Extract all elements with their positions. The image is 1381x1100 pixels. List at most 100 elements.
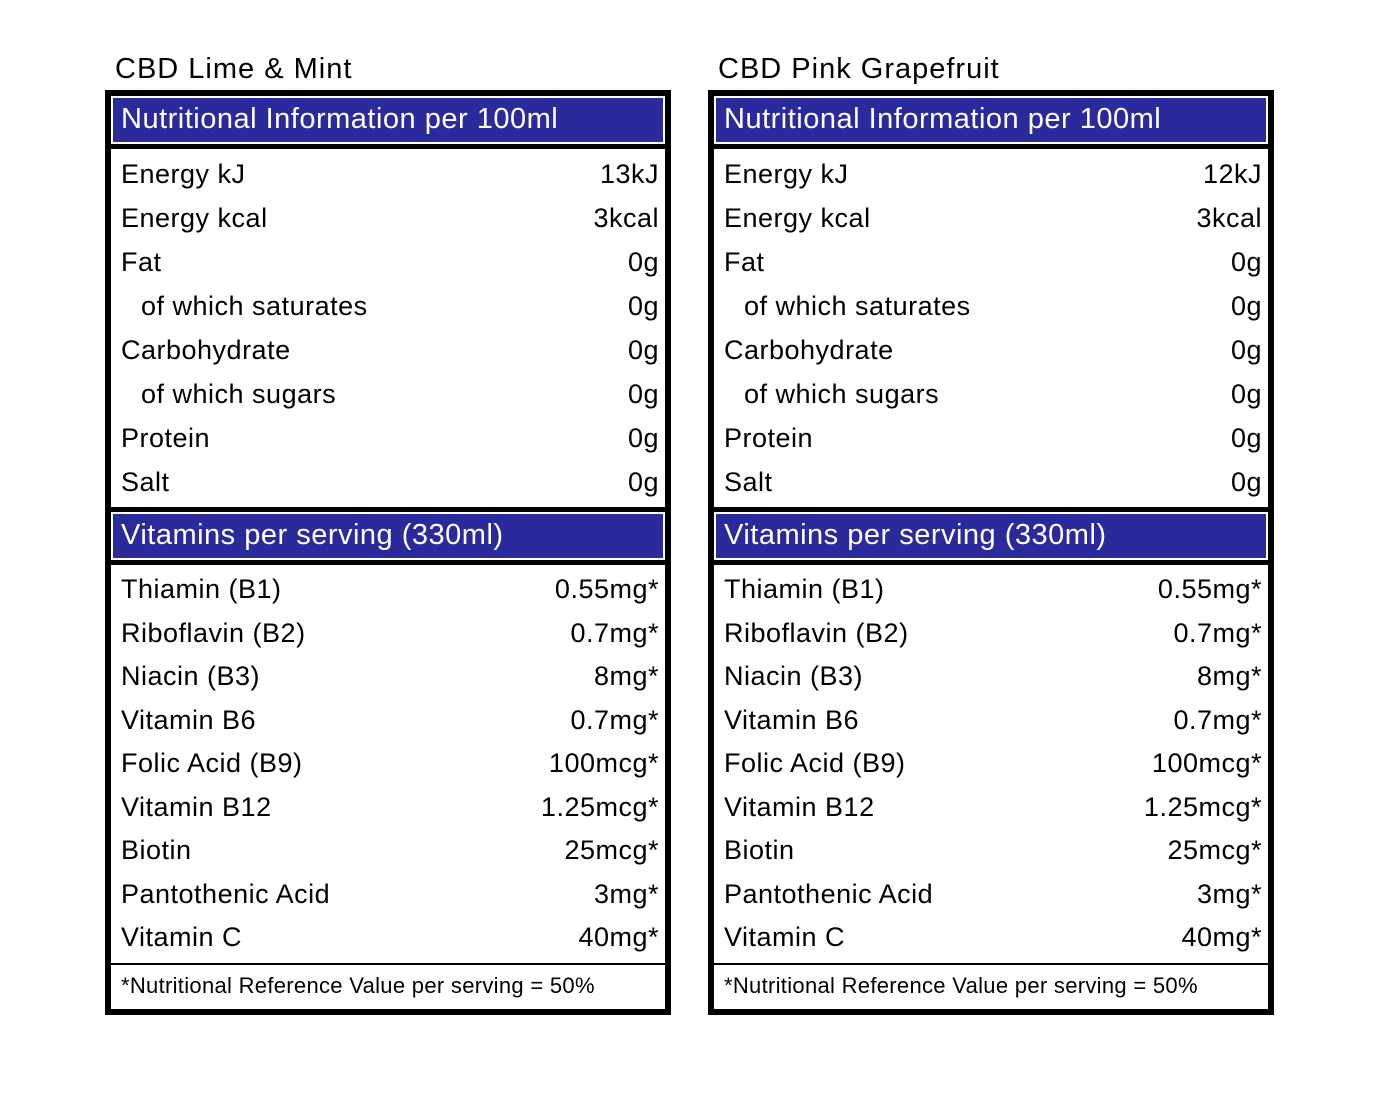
table-row: Thiamin (B1) 0.55mg* bbox=[111, 568, 665, 612]
row-label: Thiamin (B1) bbox=[724, 574, 885, 605]
nutrition-header-band: Nutritional Information per 100ml bbox=[714, 96, 1268, 149]
table-row: Pantothenic Acid 3mg* bbox=[111, 873, 665, 917]
row-label: Salt bbox=[724, 466, 773, 497]
row-label: Niacin (B3) bbox=[724, 661, 864, 692]
nutrition-header-text: Nutritional Information per 100ml bbox=[716, 98, 1266, 142]
table-row: Salt 0g bbox=[111, 460, 665, 504]
table-row: Biotin 25mcg* bbox=[714, 829, 1268, 873]
table-row: Energy kcal 3kcal bbox=[111, 196, 665, 240]
row-label: of which saturates bbox=[141, 290, 368, 321]
nutrition-rows: Energy kJ 12kJ Energy kcal 3kcal Fat 0g … bbox=[714, 149, 1268, 507]
table-row: Niacin (B3) 8mg* bbox=[111, 655, 665, 699]
table-row: Energy kJ 12kJ bbox=[714, 152, 1268, 196]
nutrition-rows: Energy kJ 13kJ Energy kcal 3kcal Fat 0g … bbox=[111, 149, 665, 507]
row-value: 0.7mg* bbox=[570, 704, 659, 735]
row-value: 40mg* bbox=[578, 922, 659, 953]
table-row: Vitamin B6 0.7mg* bbox=[111, 699, 665, 743]
table-row: Folic Acid (B9) 100mcg* bbox=[111, 742, 665, 786]
row-label: Vitamin B12 bbox=[724, 791, 875, 822]
row-value: 0g bbox=[627, 334, 659, 365]
row-label: of which saturates bbox=[744, 290, 971, 321]
row-value: 0g bbox=[1230, 378, 1262, 409]
table-row: Protein 0g bbox=[714, 416, 1268, 460]
row-label: Thiamin (B1) bbox=[121, 574, 282, 605]
row-label: Energy kJ bbox=[121, 158, 246, 189]
row-value: 0.55mg* bbox=[1157, 574, 1262, 605]
row-label: Energy kJ bbox=[724, 158, 849, 189]
row-label: Vitamin C bbox=[724, 922, 846, 953]
table-row: Fat 0g bbox=[111, 240, 665, 284]
table-row: Vitamin B12 1.25mcg* bbox=[111, 786, 665, 830]
nutrition-table: Nutritional Information per 100ml Energy… bbox=[105, 90, 671, 1015]
row-label: Folic Acid (B9) bbox=[724, 748, 906, 779]
row-label: Pantothenic Acid bbox=[724, 878, 934, 909]
row-label: Vitamin B6 bbox=[121, 704, 257, 735]
vitamin-rows: Thiamin (B1) 0.55mg* Riboflavin (B2) 0.7… bbox=[111, 565, 665, 963]
row-label: of which sugars bbox=[141, 378, 337, 409]
row-label: Riboflavin (B2) bbox=[121, 617, 306, 648]
vitamins-header-band: Vitamins per serving (330ml) bbox=[111, 507, 665, 565]
vitamins-header-text: Vitamins per serving (330ml) bbox=[113, 514, 663, 558]
row-value: 8mg* bbox=[593, 661, 659, 692]
row-label: Fat bbox=[724, 246, 765, 277]
row-value: 0g bbox=[1230, 290, 1262, 321]
row-value: 25mcg* bbox=[564, 835, 659, 866]
table-row: Vitamin B6 0.7mg* bbox=[714, 699, 1268, 743]
vitamins-header-text: Vitamins per serving (330ml) bbox=[716, 514, 1266, 558]
row-value: 0g bbox=[627, 290, 659, 321]
row-value: 100mcg* bbox=[1151, 748, 1262, 779]
nutrition-header-band: Nutritional Information per 100ml bbox=[111, 96, 665, 149]
table-row: Folic Acid (B9) 100mcg* bbox=[714, 742, 1268, 786]
table-row: Niacin (B3) 8mg* bbox=[714, 655, 1268, 699]
row-label: Vitamin C bbox=[121, 922, 243, 953]
table-row: Carbohydrate 0g bbox=[714, 328, 1268, 372]
row-label: Vitamin B6 bbox=[724, 704, 860, 735]
row-label: Pantothenic Acid bbox=[121, 878, 331, 909]
row-value: 0g bbox=[627, 246, 659, 277]
nutrition-panel-pink-grapefruit: CBD Pink Grapefruit Nutritional Informat… bbox=[708, 52, 1274, 1015]
footnote: *Nutritional Reference Value per serving… bbox=[111, 962, 665, 1009]
row-value: 0g bbox=[627, 466, 659, 497]
row-value: 0.7mg* bbox=[570, 617, 659, 648]
table-row: of which sugars 0g bbox=[111, 372, 665, 416]
vitamins-header-band: Vitamins per serving (330ml) bbox=[714, 507, 1268, 565]
row-value: 0.7mg* bbox=[1173, 704, 1262, 735]
row-label: Biotin bbox=[121, 835, 192, 866]
table-row: Fat 0g bbox=[714, 240, 1268, 284]
row-label: Riboflavin (B2) bbox=[724, 617, 909, 648]
table-row: Vitamin B12 1.25mcg* bbox=[714, 786, 1268, 830]
row-label: Salt bbox=[121, 466, 170, 497]
row-value: 0.55mg* bbox=[554, 574, 659, 605]
row-label: Protein bbox=[121, 422, 211, 453]
row-value: 3mg* bbox=[1196, 878, 1262, 909]
row-value: 12kJ bbox=[1202, 158, 1262, 189]
row-value: 0g bbox=[627, 378, 659, 409]
table-row: Salt 0g bbox=[714, 460, 1268, 504]
table-row: Carbohydrate 0g bbox=[111, 328, 665, 372]
table-row: of which saturates 0g bbox=[714, 284, 1268, 328]
row-value: 25mcg* bbox=[1167, 835, 1262, 866]
table-row: Pantothenic Acid 3mg* bbox=[714, 873, 1268, 917]
row-value: 0g bbox=[627, 422, 659, 453]
row-label: Carbohydrate bbox=[121, 334, 291, 365]
row-label: Energy kcal bbox=[724, 202, 871, 233]
row-value: 0g bbox=[1230, 466, 1262, 497]
table-row: Protein 0g bbox=[111, 416, 665, 460]
table-row: Biotin 25mcg* bbox=[111, 829, 665, 873]
footnote: *Nutritional Reference Value per serving… bbox=[714, 962, 1268, 1009]
row-value: 0.7mg* bbox=[1173, 617, 1262, 648]
row-label: Energy kcal bbox=[121, 202, 268, 233]
row-value: 3kcal bbox=[593, 202, 659, 233]
row-value: 0g bbox=[1230, 334, 1262, 365]
nutrition-header-text: Nutritional Information per 100ml bbox=[113, 98, 663, 142]
row-value: 1.25mcg* bbox=[1143, 791, 1262, 822]
row-value: 3kcal bbox=[1196, 202, 1262, 233]
table-row: Vitamin C 40mg* bbox=[714, 916, 1268, 960]
row-label: Carbohydrate bbox=[724, 334, 894, 365]
row-label: Fat bbox=[121, 246, 162, 277]
product-title: CBD Lime & Mint bbox=[115, 53, 353, 85]
row-label: Biotin bbox=[724, 835, 795, 866]
row-label: of which sugars bbox=[744, 378, 940, 409]
nutrition-table: Nutritional Information per 100ml Energy… bbox=[708, 90, 1274, 1015]
